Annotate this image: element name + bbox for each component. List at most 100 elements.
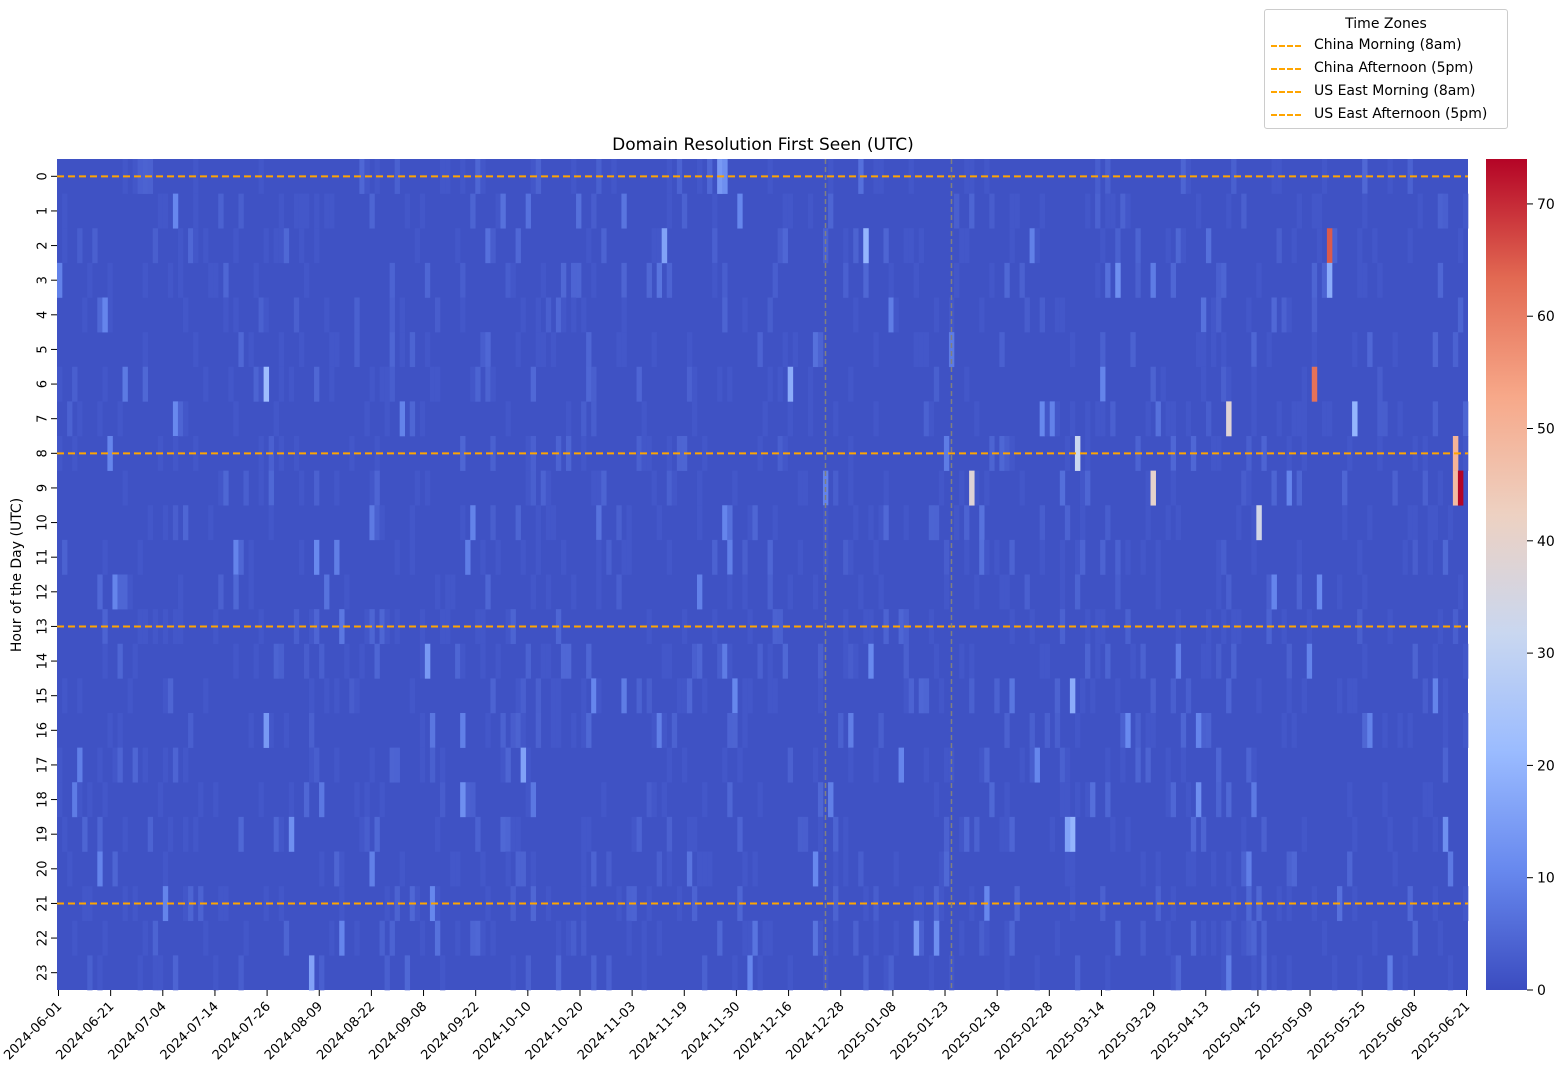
heatmap-cell-notable [1442,816,1449,852]
heatmap-cell [722,262,728,298]
heatmap-cell [354,920,360,956]
heatmap-cell-notable [1064,816,1071,852]
heatmap-cell [1205,228,1212,264]
heatmap-cell [933,782,940,818]
heatmap-cell [848,470,854,506]
heatmap-cell [535,713,542,748]
heatmap-cell [404,193,411,229]
heatmap-cell [651,713,657,748]
heatmap-cell [964,539,970,575]
heatmap-cell [691,816,698,852]
heatmap-cell [530,470,537,506]
heatmap-cell [258,297,264,333]
heatmap-cell [369,193,375,229]
heatmap-cell [1251,539,1257,575]
heatmap-cell [943,539,950,575]
heatmap-cell [1100,366,1106,402]
heatmap-cell [233,228,239,264]
heatmap-cell [893,920,899,956]
heatmap-cell [782,332,788,368]
heatmap-cell [621,297,627,333]
heatmap-cell [1367,505,1373,541]
heatmap-cell [1105,193,1111,229]
heatmap-cell [1231,886,1237,922]
heatmap-cell [223,262,229,298]
heatmap-cell [233,401,239,437]
heatmap-cell [389,747,395,783]
heatmap-cell [943,747,950,783]
heatmap-cell [424,470,431,506]
heatmap-cell [702,955,708,991]
heatmap-cell [1442,539,1449,575]
heatmap-cell [550,332,557,368]
heatmap-cell [233,297,239,333]
heatmap-cell [1221,539,1227,575]
heatmap-cell [555,955,562,991]
heatmap-cell [369,609,375,645]
heatmap-cell [465,539,471,575]
heatmap-cell [1226,851,1232,887]
heatmap-cell [162,747,169,783]
y-tick-label: 1 [36,207,51,215]
heatmap-cell [817,643,824,679]
heatmap-cell [787,955,794,991]
heatmap-cell [293,609,300,645]
heatmap-cell [707,851,713,887]
heatmap-cell-notable [913,920,920,956]
heatmap-cell [515,678,521,714]
heatmap-cell [918,332,925,368]
y-tick-label: 5 [36,345,51,353]
heatmap-cell [167,678,174,714]
heatmap-cell [742,851,748,887]
heatmap-cell [722,747,728,783]
heatmap-cell [989,782,995,818]
heatmap-cell [807,193,814,229]
heatmap-cell [172,505,179,541]
heatmap-cell [1251,401,1257,437]
heatmap-cell [112,851,118,887]
heatmap-cell [1357,539,1363,575]
heatmap-cell [1352,816,1358,852]
heatmap-cell [137,539,143,575]
heatmap-cell [419,193,426,229]
heatmap-cell [1085,782,1091,818]
heatmap-cell [339,886,345,922]
y-tick-label: 11 [36,549,51,566]
heatmap-cell [646,609,652,645]
heatmap-cell [1296,193,1303,229]
heatmap-cell [1155,574,1161,610]
heatmap-cell [1286,851,1292,887]
heatmap-cell [873,401,879,437]
heatmap-cell [1382,713,1388,748]
heatmap-cell [938,851,945,887]
heatmap-cell [581,920,587,956]
heatmap-cell [691,401,698,437]
heatmap-cell [1039,297,1045,333]
heatmap-cell [1009,609,1015,645]
heatmap-cell [722,297,728,333]
heatmap-cell [1200,920,1207,956]
heatmap-cell [87,886,93,922]
heatmap-cell [520,297,526,333]
heatmap-cell [606,539,612,575]
heatmap-cell [923,678,930,714]
heatmap-cell [868,643,874,679]
heatmap-cell [1074,713,1081,748]
heatmap-cell [752,851,758,887]
heatmap-cell [1216,539,1222,575]
y-tick-label: 19 [36,826,51,843]
heatmap-cell [490,366,496,402]
heatmap-cell [182,886,189,922]
heatmap-cell [767,678,773,714]
heatmap-cell [1321,401,1328,437]
heatmap-cell [142,747,149,783]
heatmap-cell [1216,297,1222,333]
heatmap-cell [87,955,93,991]
chart-title: Domain Resolution First Seen (UTC) [612,135,914,155]
heatmap-cell [581,886,587,922]
heatmap-cell [213,782,219,818]
heatmap-cell [948,332,955,368]
heatmap-cell [959,228,965,264]
heatmap-cell [394,159,400,194]
heatmap-cell [1059,297,1066,333]
